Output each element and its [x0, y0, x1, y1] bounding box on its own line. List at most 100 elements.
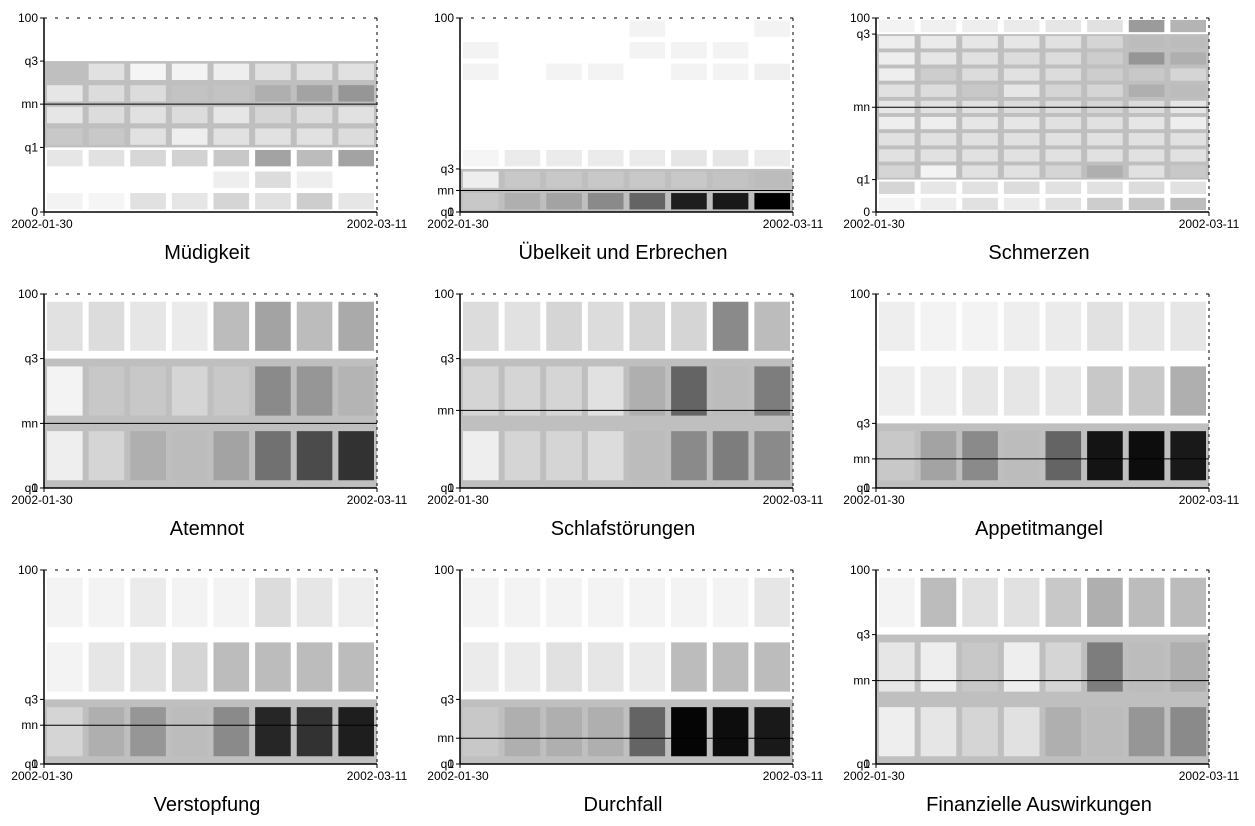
heatmap-cell: [88, 577, 125, 627]
heatmap-cell: [88, 149, 125, 167]
heatmap-cell: [1128, 197, 1165, 211]
x-tick-end: 2002-03-11: [1179, 769, 1240, 783]
q3-tick-label: q3: [857, 27, 871, 41]
heatmap-cell: [1045, 116, 1082, 130]
q3-tick-label: q3: [441, 352, 455, 366]
heatmap-cell: [1087, 707, 1123, 757]
heatmap-cell: [1128, 133, 1165, 146]
heatmap-cell: [213, 85, 250, 102]
heatmap-cell: [463, 366, 499, 416]
heatmap-cell: [130, 301, 166, 351]
heatmap-cell: [1128, 301, 1165, 351]
chart-title: Verstopfung: [153, 794, 261, 816]
heatmap-cell: [171, 106, 208, 124]
heatmap-cell: [1170, 301, 1206, 351]
chart-panel: 100 q3 mn q1 0 2002-01-30 2002-03-11 Übelkeit …: [416, 0, 830, 274]
heatmap-cell: [962, 19, 998, 33]
heatmap-cell: [1045, 165, 1082, 178]
heatmap-cell: [712, 642, 749, 692]
heatmap-cell: [171, 128, 208, 145]
chart-panel: 100 q3 mn q1 0 2002-01-30 2002-03-11 Verstopfu…: [0, 552, 414, 826]
heatmap-cell: [962, 116, 998, 130]
heatmap-cell: [171, 63, 208, 81]
heatmap-cell: [671, 431, 707, 481]
x-tick-start: 2002-01-30: [427, 493, 489, 507]
heatmap-cell: [338, 128, 374, 145]
q3-tick-label: q3: [857, 628, 871, 642]
heatmap-cell: [1128, 19, 1165, 33]
heatmap-cell: [1128, 707, 1165, 757]
heatmap-cell: [671, 577, 707, 627]
heatmap-cell: [463, 42, 499, 59]
heatmap-cell: [338, 642, 374, 692]
heatmap-cell: [171, 707, 208, 757]
heatmap-cell: [1087, 19, 1123, 33]
heatmap-cell: [629, 642, 666, 692]
heatmap-cell: [920, 36, 957, 49]
heatmap-cell: [587, 149, 624, 167]
chart-title: Müdigkeit: [164, 242, 250, 264]
heatmap-cell: [47, 642, 83, 692]
heatmap-cell: [1045, 52, 1082, 65]
heatmap-cell: [463, 577, 499, 627]
heatmap-cell: [255, 149, 291, 167]
heatmap-cell: [1170, 577, 1206, 627]
heatmap-cell: [671, 149, 707, 167]
heatmap-cell: [130, 128, 166, 145]
chart-title: Übelkeit und Erbrechen: [518, 242, 728, 264]
heatmap-cell: [338, 707, 374, 757]
y-tick-top: 100: [850, 563, 870, 577]
heatmap-cell: [879, 149, 915, 162]
heatmap-cell: [1128, 181, 1165, 194]
mean-tick-label: mn: [21, 718, 38, 732]
heatmap-cell: [712, 42, 749, 59]
heatmap-cell: [587, 301, 624, 351]
heatmap-cell: [1045, 431, 1082, 481]
heatmap-cell: [1045, 36, 1082, 49]
heatmap-cell: [171, 193, 208, 210]
y-tick-top: 100: [18, 287, 38, 301]
heatmap-cell: [1128, 116, 1165, 130]
heatmap-cell: [1087, 642, 1123, 692]
heatmap-cell: [879, 181, 915, 194]
heatmap-cell: [504, 301, 541, 351]
y-tick-top: 100: [18, 563, 38, 577]
y-tick-zero: 0: [447, 481, 454, 495]
x-tick-end: 2002-03-11: [1179, 217, 1240, 231]
heatmap-cell: [920, 197, 957, 211]
heatmap-cell: [504, 366, 541, 416]
heatmap-cell: [1087, 431, 1123, 481]
heatmap-cell: [47, 431, 83, 481]
heatmap-cell: [255, 301, 291, 351]
heatmap-cell: [1087, 149, 1123, 162]
y-tick-top: 100: [434, 287, 454, 301]
chart-title: Appetitmangel: [975, 518, 1103, 540]
heatmap-cell: [671, 642, 707, 692]
heatmap-cell: [463, 642, 499, 692]
heatmap-cell: [504, 642, 541, 692]
heatmap-cell: [629, 301, 666, 351]
heatmap-cell: [296, 171, 333, 188]
heatmap-cell: [255, 707, 291, 757]
heatmap-cell: [920, 116, 957, 130]
heatmap-cell: [1003, 36, 1040, 49]
heatmap-cell: [504, 171, 541, 188]
heatmap-cell: [879, 642, 915, 692]
heatmap-cell: [1128, 68, 1165, 81]
heatmap-cell: [1087, 577, 1123, 627]
heatmap-cell: [1087, 36, 1123, 49]
heatmap-cell: [671, 301, 707, 351]
chart-panel: 100 q3 mn q1 0 2002-01-30 2002-03-11 Müdigkeit: [0, 0, 414, 274]
y-tick-top: 100: [850, 287, 870, 301]
q3-tick-label: q3: [25, 692, 39, 706]
heatmap-cell: [1170, 36, 1206, 49]
heatmap-cell: [1045, 642, 1082, 692]
y-tick-zero: 0: [863, 481, 870, 495]
heatmap-cell: [1003, 165, 1040, 178]
heatmap-cell: [1128, 149, 1165, 162]
heatmap-cell: [587, 431, 624, 481]
heatmap-cell: [213, 128, 250, 145]
